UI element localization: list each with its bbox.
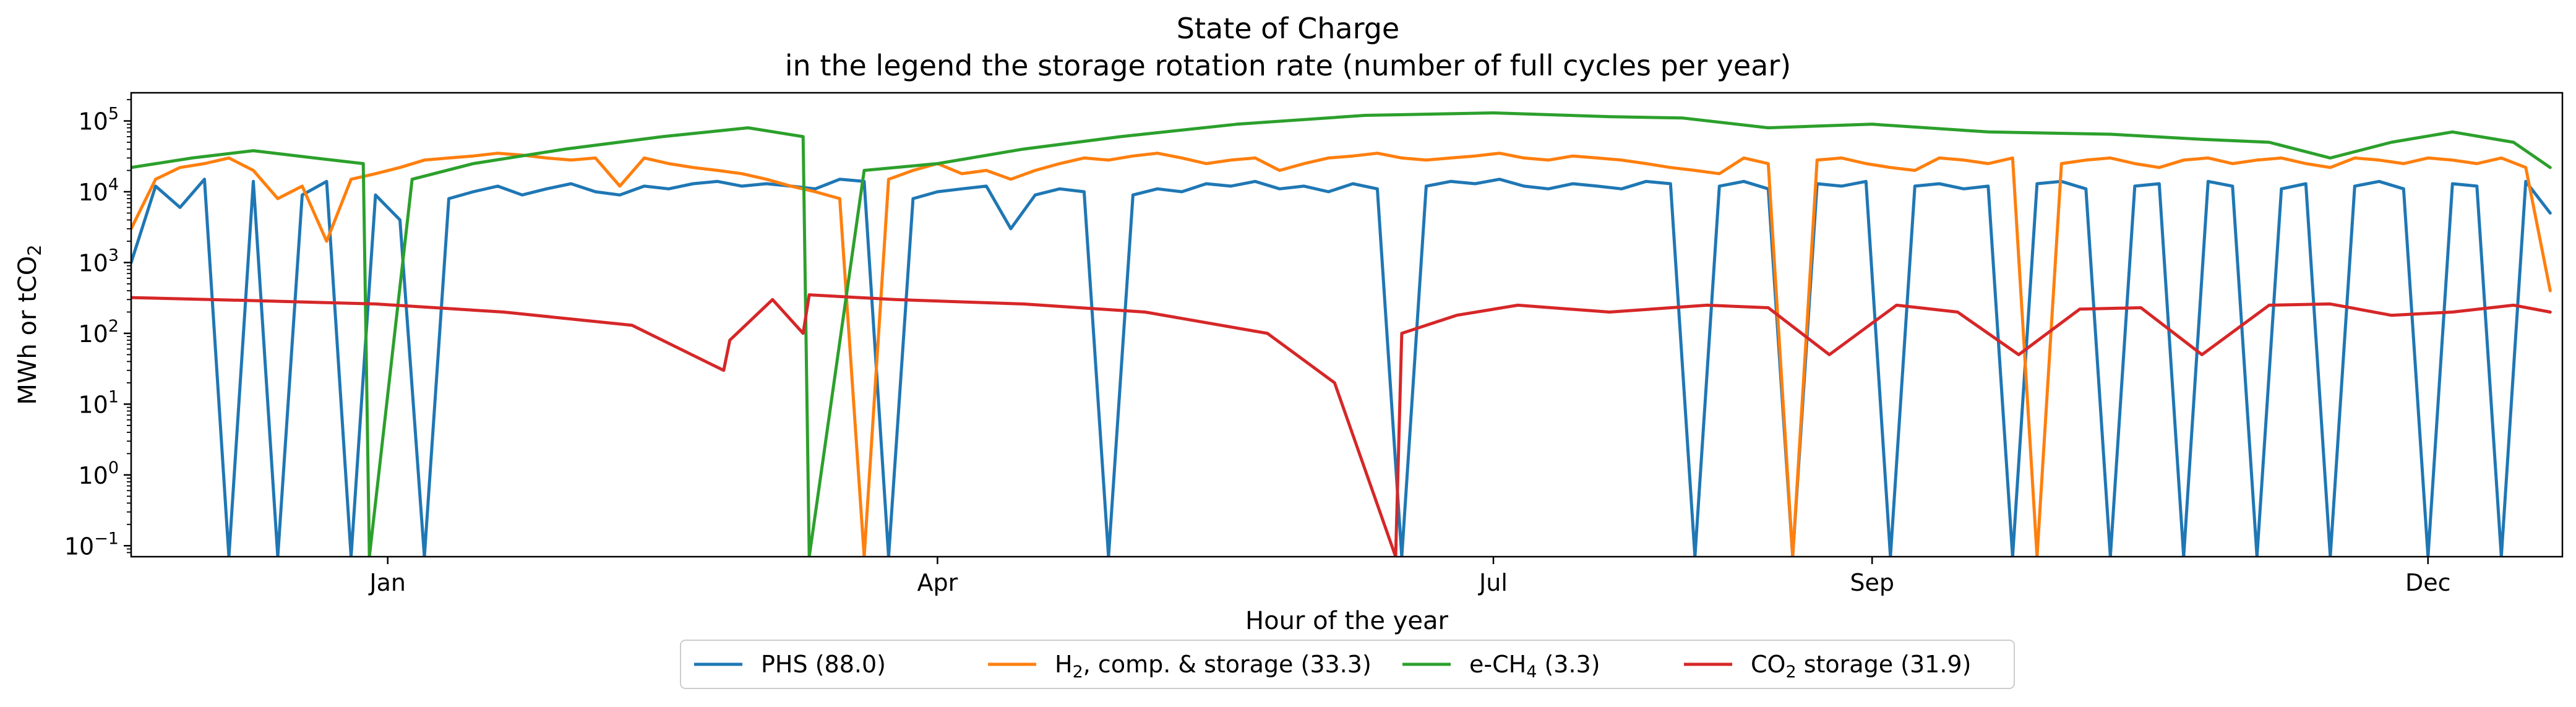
- y-tick-label-5: 104: [78, 175, 119, 206]
- series-line-2: [131, 111, 2552, 557]
- x-tick-label-4: Dec: [2405, 569, 2451, 596]
- series-line-0: [131, 178, 2552, 557]
- legend-label-1: H2, comp. & storage (33.3): [1055, 651, 1372, 682]
- y-axis-label: MWh or tCO2: [14, 244, 45, 405]
- x-axis: Jan Apr Jul Sep Dec: [368, 557, 2451, 596]
- y-axis: 10−1 100 101 102 103 104 105: [64, 99, 131, 560]
- y-tick-label-4: 103: [78, 246, 119, 276]
- chart-subtitle: in the legend the storage rotation rate …: [785, 49, 1791, 82]
- legend-label-3: CO2 storage (31.9): [1751, 651, 1971, 682]
- x-tick-label-2: Jul: [1478, 569, 1508, 596]
- series-line-1: [131, 152, 2552, 557]
- chart-title: State of Charge: [1177, 12, 1399, 45]
- y-tick-label-2: 101: [78, 387, 119, 418]
- y-axis-label-main: MWh or tCO: [14, 256, 42, 405]
- legend-box: [680, 640, 2015, 689]
- x-axis-label: Hour of the year: [1245, 607, 1448, 635]
- legend-label-0: PHS (88.0): [761, 651, 886, 678]
- y-tick-label-1: 100: [78, 458, 119, 489]
- plot-area: [130, 92, 2564, 558]
- x-tick-label-3: Sep: [1850, 569, 1894, 596]
- legend-label-2: e-CH4 (3.3): [1469, 651, 1600, 682]
- y-axis-label-sub: 2: [24, 244, 45, 255]
- y-tick-label-0: 10−1: [64, 529, 119, 560]
- legend: PHS (88.0) H2, comp. & storage (33.3) e-CH…: [680, 640, 2015, 689]
- series-line-3: [131, 293, 2552, 557]
- x-tick-label-0: Jan: [368, 569, 406, 596]
- y-tick-label-3: 102: [78, 317, 119, 348]
- plot-frame: [130, 92, 2564, 558]
- y-tick-label-6: 105: [78, 105, 119, 135]
- x-tick-label-1: Apr: [917, 569, 958, 596]
- series-layer: [131, 111, 2552, 557]
